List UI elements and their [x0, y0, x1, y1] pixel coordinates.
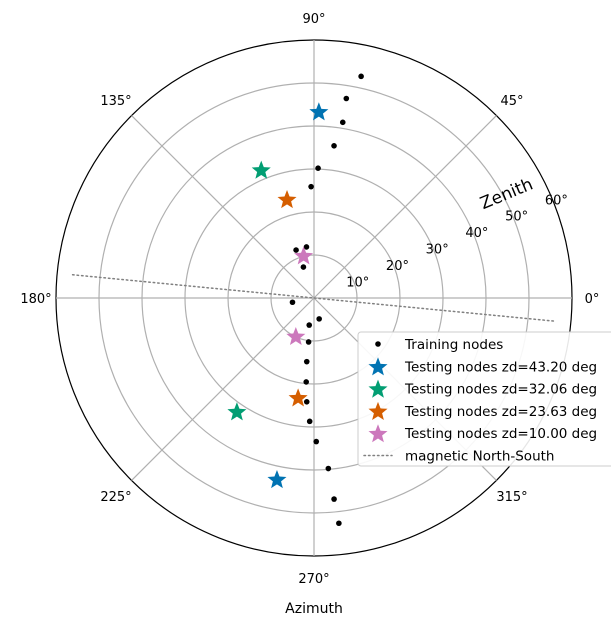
angular-tick-labels: 0° 45° 90° 135° 180° 225° 270° 315° — [20, 12, 599, 587]
legend-entry-label: Testing nodes zd=10.00 deg — [404, 426, 597, 442]
training-node-point — [339, 119, 346, 126]
angular-gridline — [131, 115, 315, 299]
training-node-point — [343, 95, 350, 102]
training-node-point — [331, 143, 337, 149]
legend-entry-label: Training nodes — [404, 337, 503, 353]
training-node-point — [306, 322, 313, 328]
angular-tick-label: 315° — [496, 490, 527, 505]
magnetic-line-layer — [71, 274, 557, 322]
testing-node-star — [309, 102, 329, 121]
legend-star-marker — [368, 401, 388, 420]
radial-tick-labels: 10° 20° 30° 40° 50° 60° — [346, 193, 568, 290]
training-node-point — [325, 465, 332, 472]
testing-node-star — [227, 402, 247, 421]
x-axis-label: Azimuth — [285, 601, 343, 617]
legend-dot-marker — [375, 341, 381, 347]
training-node-point — [308, 183, 314, 190]
training-node-point — [305, 339, 312, 345]
legend-star-marker — [368, 379, 388, 398]
grid — [55, 39, 573, 557]
angular-gridline — [131, 297, 315, 481]
data-points — [227, 73, 364, 527]
testing-node-star — [277, 190, 297, 209]
radial-tick-label: 60° — [545, 193, 568, 208]
legend-entry-label: Testing nodes zd=43.20 deg — [404, 359, 597, 375]
angular-tick-label: 90° — [302, 12, 325, 27]
legend-frame — [357, 331, 611, 467]
training-node-point — [289, 299, 296, 306]
legend-entry-label: Testing nodes zd=23.63 deg — [404, 404, 597, 420]
training-node-point — [358, 73, 364, 80]
training-node-point — [331, 496, 337, 502]
training-node-point — [313, 438, 320, 445]
legend-entry-label: magnetic North-South — [405, 449, 554, 465]
legend: Training nodes Testing nodes zd=43.20 deg… — [357, 331, 611, 467]
radial-tick-label: 20° — [386, 259, 409, 274]
radial-tick-label: 10° — [346, 276, 369, 291]
angular-tick-label: 180° — [20, 292, 51, 307]
angular-tick-label: 45° — [500, 94, 523, 109]
testing-node-star — [294, 246, 314, 265]
training-node-point — [316, 316, 322, 322]
radial-tick-label: 50° — [505, 210, 528, 225]
angular-tick-label: 270° — [298, 572, 329, 587]
training-node-point — [336, 520, 342, 527]
testing-node-star — [267, 470, 287, 489]
training-node-point — [303, 379, 310, 385]
radial-title: Zenith — [477, 175, 536, 215]
training-node-point — [315, 165, 321, 172]
testing-node-star — [251, 160, 271, 179]
testing-node-star — [288, 388, 308, 407]
legend-star-marker — [368, 424, 388, 443]
legend-items: Training nodes Testing nodes zd=43.20 deg… — [363, 337, 597, 465]
legend-entry-label: Testing nodes zd=32.06 deg — [404, 382, 597, 398]
training-node-point — [293, 247, 299, 253]
training-node-point — [303, 399, 310, 405]
magnetic-north-south-line — [71, 274, 557, 322]
angular-tick-label: 225° — [100, 490, 131, 505]
angular-tick-label: 0° — [585, 292, 600, 307]
angular-tick-label: 135° — [100, 94, 131, 109]
training-node-point — [303, 358, 310, 365]
legend-star-marker — [368, 357, 388, 376]
angular-gridline — [313, 115, 497, 299]
radial-tick-label: 40° — [465, 226, 488, 241]
testing-node-star — [286, 326, 306, 346]
training-node-point — [300, 264, 307, 270]
training-node-point — [303, 244, 310, 250]
radial-tick-label: 30° — [426, 243, 449, 258]
training-node-point — [306, 418, 313, 425]
